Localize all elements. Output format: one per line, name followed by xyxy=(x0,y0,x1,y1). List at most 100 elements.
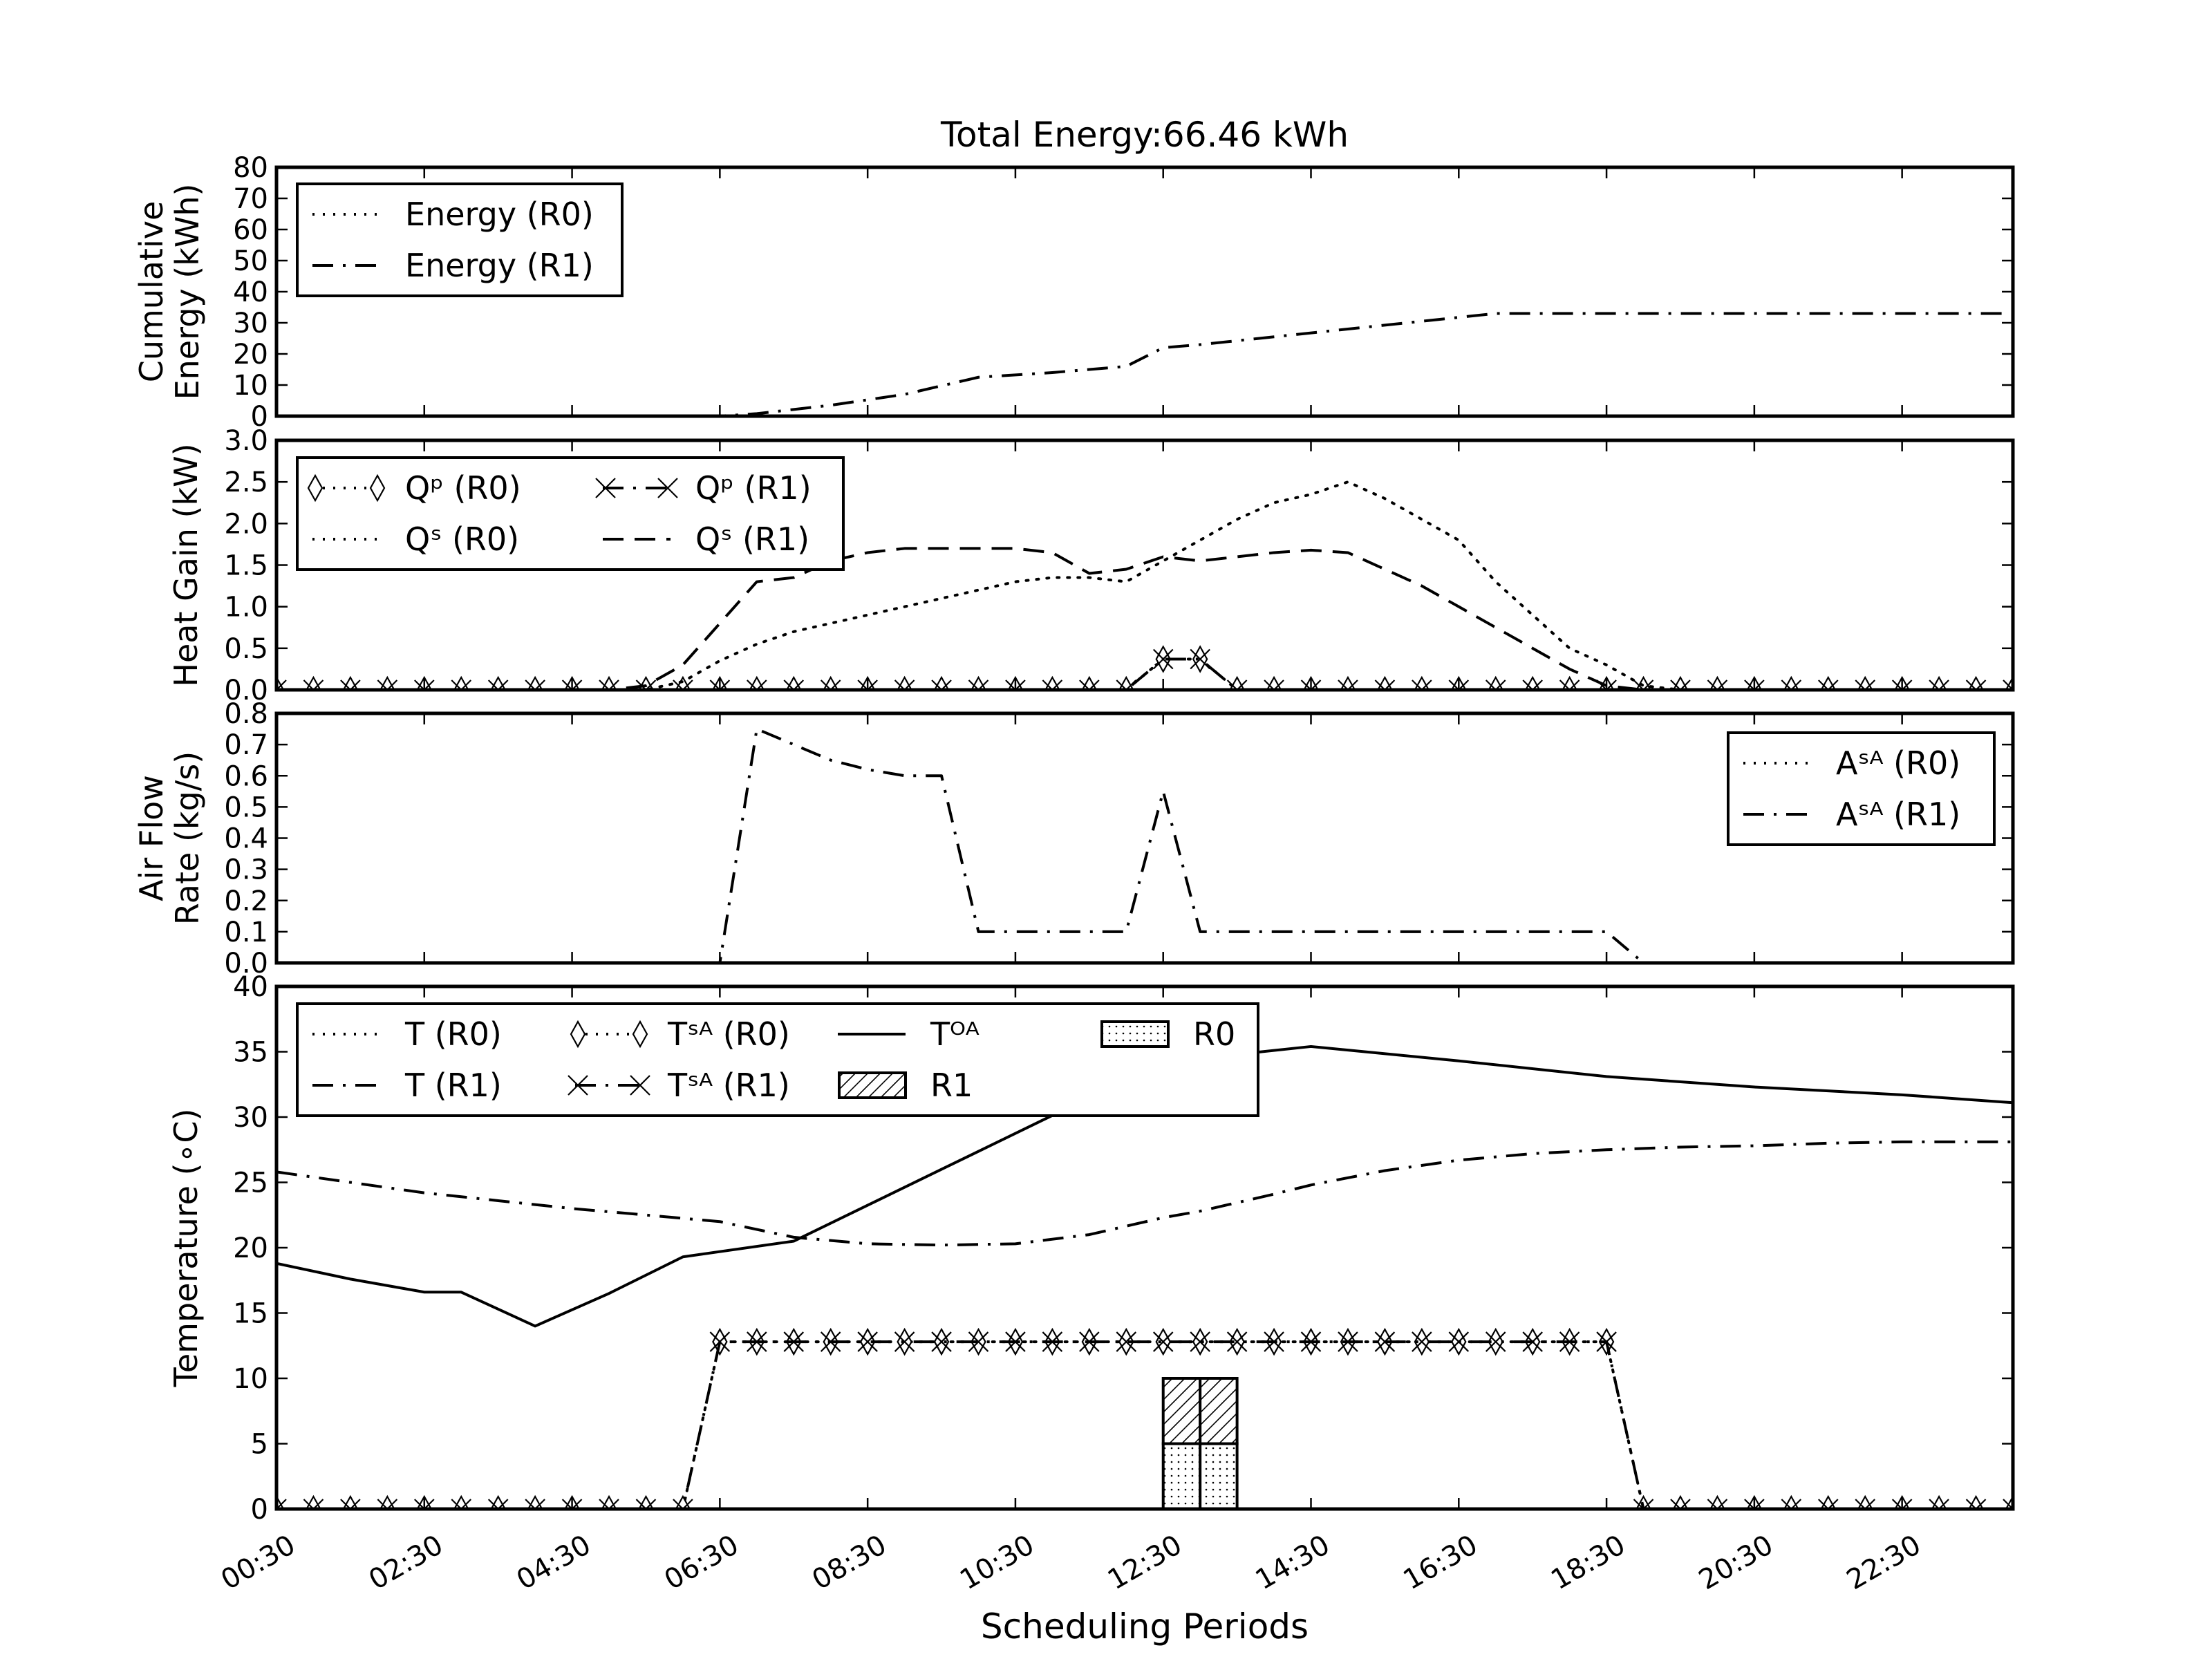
y-tick-label: 0 xyxy=(251,1494,268,1526)
y-tick-label: 0.7 xyxy=(224,729,268,761)
legend-marker xyxy=(657,478,678,498)
data-point xyxy=(1559,1331,1580,1352)
bar-r1 xyxy=(1199,1377,1239,1445)
data-point xyxy=(414,1499,435,1509)
y-axis-label: Temperature (∘C) xyxy=(167,1109,205,1388)
data-point xyxy=(1338,1331,1358,1352)
data-point xyxy=(857,679,878,690)
data-point xyxy=(783,679,805,690)
data-point xyxy=(303,679,324,690)
legend-temperature: T (R0) T (R1) Tˢᴬ (R0) Tˢᴬ (R1) Tᴼᴬ R1 R0 xyxy=(296,1002,1259,1117)
y-tick-label: 1.5 xyxy=(224,550,268,582)
data-point xyxy=(276,679,287,690)
panel-temperature: 0 5 10 15 20 25 30 35 40 00:30 02:30 04:30 06:30 08:3… xyxy=(167,971,2015,1596)
y-axis-label: Air Flow xyxy=(133,775,170,901)
legend-marker xyxy=(632,1020,648,1049)
data-point xyxy=(857,1331,878,1352)
series-line-heatgain-3 xyxy=(276,547,2013,690)
legend-label: Tˢᴬ (R1) xyxy=(667,1067,790,1104)
data-point xyxy=(377,679,398,690)
x-axis-label: Scheduling Periods xyxy=(981,1606,1309,1647)
data-point xyxy=(1744,1499,1765,1509)
legend-patch xyxy=(1100,1020,1170,1048)
y-tick-label: 5 xyxy=(251,1429,268,1461)
data-point xyxy=(1116,679,1137,690)
data-point xyxy=(747,679,767,690)
data-point xyxy=(1855,1499,1875,1509)
data-point xyxy=(525,1499,545,1509)
legend-symbol xyxy=(595,478,678,498)
y-axis-label: Energy (kWh) xyxy=(169,184,206,400)
data-point xyxy=(1042,679,1063,690)
data-point xyxy=(525,679,545,690)
data-point xyxy=(747,1331,767,1352)
data-point xyxy=(487,1499,509,1509)
data-point xyxy=(1079,679,1100,690)
data-point xyxy=(820,679,841,690)
data-point xyxy=(1226,679,1248,690)
legend-label: R0 xyxy=(1193,1015,1235,1053)
series-line-airflow-1 xyxy=(276,727,2013,963)
data-point xyxy=(1707,679,1728,690)
data-point xyxy=(1300,1331,1322,1352)
data-point xyxy=(1190,648,1210,670)
y-tick-label: 30 xyxy=(233,1102,268,1134)
series-line-heatgain-2 xyxy=(276,480,2013,690)
legend-label: Tˢᴬ (R0) xyxy=(667,1015,790,1053)
data-point xyxy=(1226,1331,1248,1352)
legend-box xyxy=(296,182,624,297)
data-point xyxy=(1300,679,1322,690)
bar-r0 xyxy=(1161,1442,1202,1509)
legend-label: Energy (R0) xyxy=(405,196,594,233)
x-tick-label: 18:30 xyxy=(1546,1529,1631,1596)
data-point xyxy=(1855,679,1875,690)
data-point xyxy=(1005,679,1026,690)
data-point xyxy=(1079,1331,1100,1352)
series-line-heatgain-1 xyxy=(276,657,2013,690)
legend-marker xyxy=(630,1075,650,1096)
y-tick-label: 15 xyxy=(233,1298,268,1330)
data-point xyxy=(1965,1499,1987,1509)
data-point xyxy=(414,679,435,690)
data-point xyxy=(931,679,952,690)
data-point xyxy=(340,679,361,690)
y-tick-label: 2.5 xyxy=(224,467,268,498)
y-tick-label: 0.6 xyxy=(224,760,268,792)
y-tick-label: 20 xyxy=(233,1232,268,1264)
data-point xyxy=(1485,1331,1506,1352)
data-point xyxy=(1042,1331,1063,1352)
data-point xyxy=(451,1499,472,1509)
legend-symbol xyxy=(838,1071,907,1099)
data-point xyxy=(709,1331,731,1352)
data-point xyxy=(1744,679,1765,690)
y-tick-label: 70 xyxy=(233,183,268,215)
data-point xyxy=(1448,679,1470,690)
data-point xyxy=(1965,679,1987,690)
legend-box xyxy=(296,456,845,571)
data-point xyxy=(1190,1331,1210,1352)
y-axis-label: Cumulative xyxy=(133,201,170,383)
legend-label: Aˢᴬ (R1) xyxy=(1836,796,1960,833)
x-tick-label: 06:30 xyxy=(659,1529,744,1596)
data-point xyxy=(2003,1499,2013,1509)
legend-marker xyxy=(595,478,616,498)
legend-symbol xyxy=(568,1075,650,1096)
figure-title: Total Energy:66.46 kWh xyxy=(940,115,1349,155)
legend-label: Tᴼᴬ xyxy=(930,1015,980,1053)
legend-marker xyxy=(369,474,386,503)
data-point xyxy=(599,1499,619,1509)
panel-airflow: 0.00.10.20.30.40.50.60.70.8 Air FlowRate … xyxy=(133,698,2015,980)
data-point xyxy=(340,1499,361,1509)
data-point xyxy=(673,679,693,690)
data-point xyxy=(1781,679,1802,690)
data-point xyxy=(968,679,989,690)
data-point xyxy=(451,679,472,690)
legend-marker xyxy=(570,1020,586,1049)
data-point xyxy=(1817,1499,1839,1509)
series-line-temperature-1 xyxy=(276,1140,2013,1247)
data-point xyxy=(1412,1331,1432,1352)
data-point xyxy=(1929,679,1949,690)
data-point xyxy=(276,1499,287,1509)
legend-label: Aˢᴬ (R0) xyxy=(1836,744,1960,782)
